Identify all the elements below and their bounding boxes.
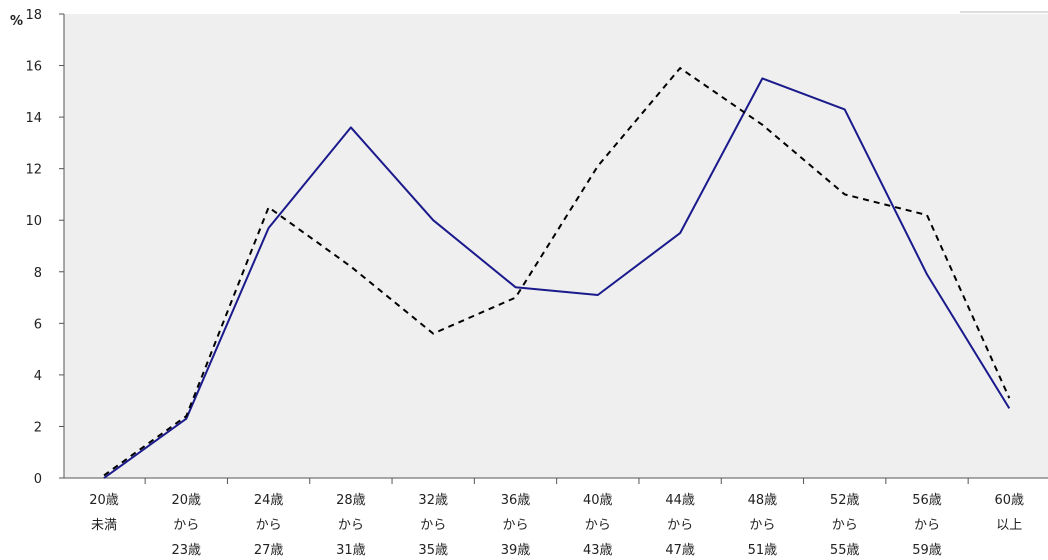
x-tick-label: から [420,518,446,533]
x-tick-label: から [502,518,528,533]
x-tick-label: 47歳 [665,543,695,558]
y-tick-label: 8 [34,266,42,281]
x-tick-label: から [914,518,940,533]
x-tick-label: 28歳 [336,493,366,508]
data-point [925,272,929,276]
x-tick-label: 27歳 [254,543,284,558]
series-line-dashed [103,67,1011,477]
y-tick-label: 14 [25,111,42,126]
x-tick-label: から [585,518,611,533]
x-tick-label: 43歳 [583,543,613,558]
x-tick-label: から [256,518,282,533]
data-point [678,231,682,235]
x-tick-label: 20歳 [172,493,202,508]
x-tick-label: 未満 [91,518,117,533]
data-point [843,192,847,196]
y-tick-label: 10 [25,214,42,229]
x-tick-label: から [832,518,858,533]
x-tick-label: 55歳 [830,543,860,558]
series-layer [102,66,1011,479]
y-axis: 0 2 4 6 8 10 12 14 16 18 [25,8,65,487]
data-point [760,123,764,127]
data-point [431,332,435,336]
data-point [267,226,271,230]
y-unit-label: % [10,14,23,29]
x-tick-label: 59歳 [912,543,942,558]
x-tick-label: 23歳 [172,543,202,558]
data-point [267,205,271,209]
y-tick-label: 16 [25,60,42,75]
y-tick-label: 6 [34,317,42,332]
data-point [678,66,682,70]
data-point [514,296,518,300]
x-tick-label: 35歳 [418,543,448,558]
data-point [349,265,353,269]
y-tick-label: 0 [34,472,42,487]
x-tick-label: から [173,518,199,533]
x-tick-label: から [749,518,775,533]
x-tick-label: 32歳 [418,493,448,508]
data-point [843,107,847,111]
x-tick-label: 60歳 [995,493,1025,508]
x-tick-label: 31歳 [336,543,366,558]
x-tick-label: から [667,518,693,533]
x-tick-label: 52歳 [830,493,860,508]
data-point [514,285,518,289]
x-tick-label: 48歳 [748,493,778,508]
x-tick-label: 56歳 [912,493,942,508]
data-point [596,293,600,297]
x-tick-label: 以上 [996,518,1022,533]
data-point [349,125,353,129]
y-tick-label: 4 [34,369,42,384]
series-line-solid [103,77,1011,479]
data-point [1007,396,1011,400]
data-point [184,414,188,418]
data-point [431,218,435,222]
x-tick-label: 40歳 [583,493,613,508]
data-point [102,473,106,477]
x-tick-label: 24歳 [254,493,284,508]
x-tick-label: から [338,518,364,533]
data-point [1007,406,1011,410]
y-tick-label: 2 [34,420,42,435]
x-tick-label: 39歳 [501,543,531,558]
data-point [760,76,764,80]
x-tick-label: 36歳 [501,493,531,508]
x-tick-label: 20歳 [89,493,119,508]
x-tick-label: 51歳 [748,543,778,558]
plot-area [64,11,1048,478]
plot-background [64,14,1048,478]
y-tick-label: 18 [25,8,42,23]
y-tick-label: 12 [25,163,42,178]
data-point [925,213,929,217]
x-tick-label: 44歳 [665,493,695,508]
data-point [596,164,600,168]
